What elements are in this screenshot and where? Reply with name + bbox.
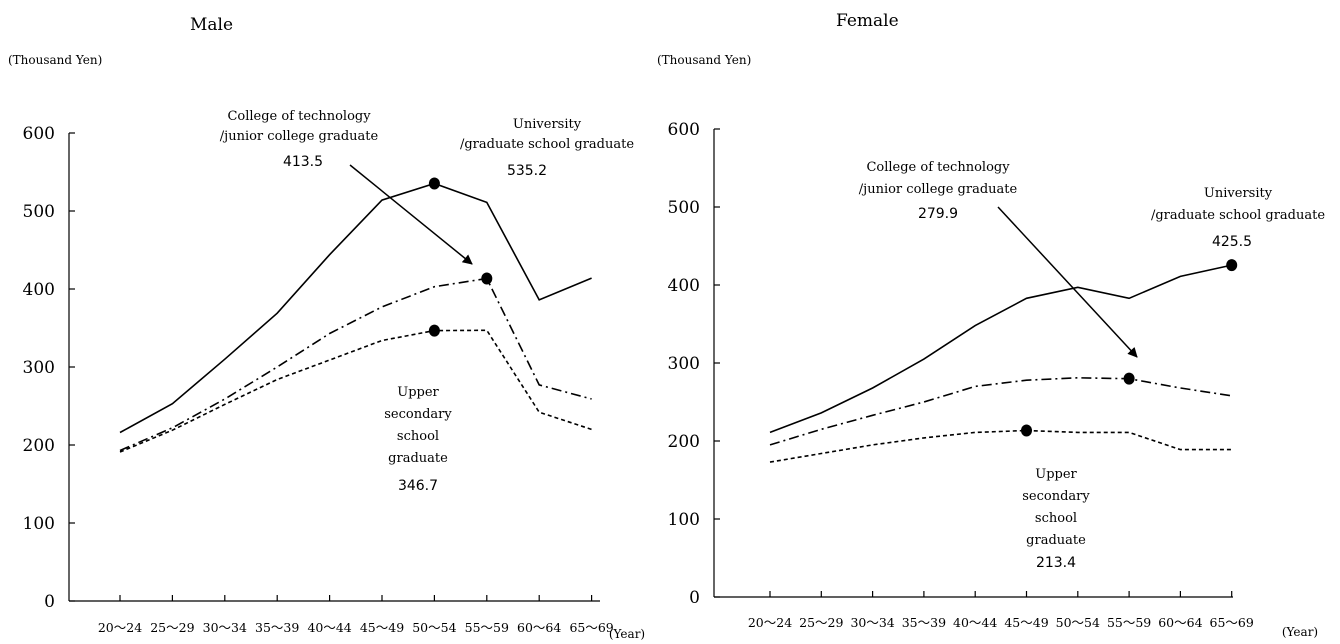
- x-tick-label: 30～34: [203, 620, 247, 635]
- x-tick-label: 60～64: [1158, 615, 1202, 630]
- annotation-text: University: [513, 117, 582, 132]
- chart-female: Female (Thousand Yen) (Year) 0 100 200 300 400 5…: [657, 11, 1325, 639]
- y-tick-label: 500: [668, 198, 700, 218]
- peak-marker-1: [1123, 372, 1135, 385]
- x-axis-label: (Year): [1282, 625, 1318, 639]
- series-line-0: [119, 182, 592, 434]
- x-tick-label: 45～49: [360, 620, 404, 635]
- annotation-value: 425.5: [1212, 234, 1252, 250]
- x-tick-label: 50～54: [1056, 615, 1100, 630]
- x-tick-label: 40～44: [307, 620, 351, 635]
- annotation-text: Upper: [1035, 467, 1077, 482]
- y-tick-label: 100: [668, 510, 700, 530]
- y-tick-label: 600: [668, 120, 700, 140]
- x-tick-label: 55～59: [465, 620, 509, 635]
- annotation-value: 346.7: [398, 478, 438, 494]
- y-tick-label: 0: [689, 588, 700, 608]
- annotation-text: College of technology: [866, 160, 1010, 175]
- y-tick-label: 500: [23, 202, 55, 222]
- annotation-text: University: [1204, 186, 1273, 201]
- annotation-text: /junior college graduate: [859, 182, 1018, 197]
- series-line-1: [769, 376, 1232, 446]
- x-tick-label: 65～69: [1210, 615, 1254, 630]
- y-tick-label: 300: [668, 354, 700, 374]
- annotation-value: 213.4: [1036, 555, 1076, 571]
- peak-marker-0: [1226, 259, 1238, 272]
- x-tick-label: 30～34: [850, 615, 894, 630]
- chart-title: Female: [836, 11, 899, 31]
- x-tick-label: 50～54: [412, 620, 456, 635]
- x-axis-label: (Year): [609, 627, 645, 641]
- peak-marker-2: [1021, 424, 1032, 437]
- x-tick-label: 25～29: [799, 615, 843, 630]
- peak-marker-2: [428, 324, 440, 337]
- annotation-text: graduate: [1026, 533, 1086, 548]
- x-tick-label: 40～44: [953, 615, 997, 630]
- annotation-value: 535.2: [507, 163, 547, 179]
- x-tick-label: 65～69: [569, 620, 613, 635]
- y-tick-label: 200: [23, 436, 55, 456]
- annotation-text: graduate: [388, 451, 448, 466]
- chart-title: Male: [190, 15, 233, 35]
- y-tick-label: 100: [23, 514, 55, 534]
- x-tick-label: 20～24: [98, 620, 142, 635]
- series-line-1: [119, 277, 592, 452]
- annotation-text: secondary: [384, 407, 452, 422]
- annotation-text: school: [397, 429, 439, 444]
- annotation-text: /junior college graduate: [220, 129, 379, 144]
- peak-marker-1: [481, 272, 493, 285]
- annotation-text: /graduate school graduate: [1151, 208, 1325, 223]
- y-axis-label: (Thousand Yen): [657, 53, 751, 67]
- annotation-text: secondary: [1022, 489, 1090, 504]
- y-tick-label: 400: [23, 280, 55, 300]
- y-tick-label: 600: [23, 124, 55, 144]
- chart-male: Male (Thousand Yen) (Year) 0 100 200 300 400 500…: [8, 15, 645, 641]
- series-line-2: [119, 329, 592, 453]
- annotation-text: school: [1035, 511, 1077, 526]
- y-tick-label: 400: [668, 276, 700, 296]
- annotation-text: College of technology: [227, 109, 371, 124]
- annotation-arrow: [349, 164, 473, 265]
- series-line-0: [769, 264, 1232, 434]
- annotation-text: Upper: [397, 385, 439, 400]
- y-tick-label: 200: [668, 432, 700, 452]
- x-tick-label: 25～29: [150, 620, 194, 635]
- x-tick-label: 60～64: [517, 620, 561, 635]
- series-line-2: [769, 429, 1232, 463]
- annotation-value: 279.9: [918, 206, 958, 222]
- x-tick-label: 35～39: [902, 615, 946, 630]
- annotation-value: 413.5: [283, 154, 323, 170]
- y-axis-label: (Thousand Yen): [8, 53, 102, 67]
- x-tick-label: 20～24: [748, 615, 792, 630]
- x-tick-label: 45～49: [1004, 615, 1048, 630]
- x-tick-label: 55～59: [1107, 615, 1151, 630]
- annotation-arrow: [997, 206, 1138, 358]
- x-tick-label: 35～39: [255, 620, 299, 635]
- annotation-text: /graduate school graduate: [460, 137, 634, 152]
- peak-marker-0: [428, 177, 440, 190]
- y-tick-label: 300: [23, 358, 55, 378]
- y-tick-label: 0: [44, 592, 55, 612]
